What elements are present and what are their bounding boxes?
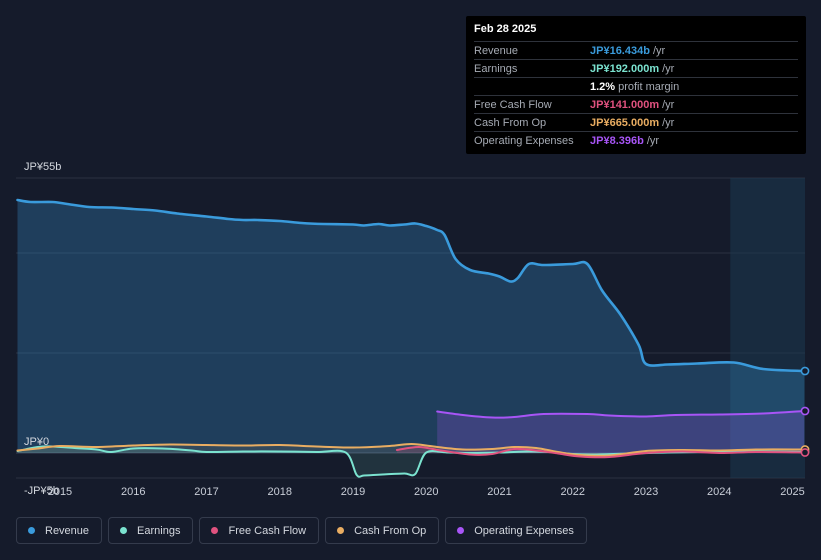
legend-label: Operating Expenses	[474, 524, 574, 537]
revenue-end-marker	[800, 366, 810, 376]
tooltip-row-value: JP¥8.396b	[590, 134, 644, 147]
tooltip-row-unit: /yr	[662, 116, 675, 129]
legend-dot-icon	[457, 527, 465, 534]
legend-label: Earnings	[137, 524, 181, 537]
revenue-area	[17, 200, 805, 453]
legend-item-earnings[interactable]: Earnings	[108, 517, 194, 544]
free-cash-flow-end-marker	[800, 448, 810, 457]
legend-item-cash-from-op[interactable]: Cash From Op	[325, 517, 440, 544]
tooltip-date: Feb 28 2025	[474, 23, 537, 35]
legend-label: Cash From Op	[354, 524, 427, 537]
y-axis-label: JP¥0	[24, 436, 49, 448]
y-axis-label: -JP¥5b	[24, 485, 59, 497]
x-axis-label: 2019	[341, 486, 365, 498]
x-axis-label: 2018	[267, 486, 291, 498]
tooltip-row: Cash From Op JP¥665.000m/yr	[474, 113, 798, 131]
operating-expenses-end-marker	[800, 406, 810, 416]
tooltip-row-label: Cash From Op	[474, 116, 547, 129]
tooltip-row: Revenue JP¥16.434b/yr	[474, 41, 798, 59]
cash-from-op-line	[16, 442, 806, 457]
legend-dot-icon	[28, 527, 35, 534]
operating-expenses-area	[437, 411, 805, 453]
revenue-line	[16, 198, 806, 373]
x-axis-label: 2020	[414, 486, 438, 498]
tooltip-row: 1.2% profit margin	[474, 77, 798, 95]
tooltip-row-value: JP¥141.000m	[590, 98, 660, 111]
tooltip-row-value: 1.2%	[590, 80, 616, 93]
tooltip-row-value: JP¥665.000m	[590, 116, 660, 129]
tooltip-row-label: Earnings	[474, 62, 518, 75]
legend-item-operating-expenses[interactable]: Operating Expenses	[445, 517, 587, 544]
free-cash-flow-line	[395, 445, 806, 459]
legend-dot-icon	[337, 527, 345, 534]
legend-dot-icon	[211, 527, 219, 534]
x-axis-label: 2022	[561, 486, 585, 498]
tooltip-row-unit: /yr	[662, 62, 675, 75]
tooltip-row-value: JP¥16.434b	[590, 44, 650, 57]
legend-label: Revenue	[45, 524, 90, 537]
x-axis-label: 2021	[487, 486, 511, 498]
tooltip-row: Free Cash Flow JP¥141.000m/yr	[474, 95, 798, 113]
chart-legend: Revenue Earnings Free Cash Flow Cash From O…	[16, 517, 587, 544]
forecast-region	[730, 178, 805, 478]
tooltip-row-value: JP¥192.000m	[590, 62, 660, 75]
y-axis-label: JP¥55b	[24, 161, 61, 173]
tooltip-row-unit: /yr	[646, 134, 660, 147]
x-axis-label: 2025	[780, 486, 804, 498]
tooltip-row-unit: /yr	[652, 44, 666, 57]
x-axis-label: 2017	[194, 486, 218, 498]
operating-expenses-line	[436, 410, 806, 419]
tooltip-row: Earnings JP¥192.000m/yr	[474, 59, 798, 77]
tooltip-row-unit: profit margin	[618, 80, 680, 93]
legend-item-revenue[interactable]: Revenue	[16, 517, 103, 544]
legend-item-free-cash-flow[interactable]: Free Cash Flow	[199, 517, 320, 544]
tooltip-row-label: Revenue	[474, 44, 519, 57]
tooltip-row: Operating Expenses JP¥8.396b/yr	[474, 131, 798, 149]
x-axis-label: 2023	[634, 486, 658, 498]
data-tooltip: Feb 28 2025 Revenue JP¥16.434b/yr Earnings…	[466, 16, 806, 154]
tooltip-row-unit: /yr	[662, 98, 675, 111]
x-axis-label: 2015	[48, 486, 72, 498]
x-axis-label: 2016	[121, 486, 145, 498]
tooltip-row-label: Free Cash Flow	[474, 98, 552, 111]
legend-label: Free Cash Flow	[228, 524, 307, 537]
legend-dot-icon	[120, 527, 128, 534]
tooltip-row-label: Operating Expenses	[474, 134, 574, 147]
x-axis-label: 2024	[707, 486, 731, 498]
earnings-line	[16, 445, 806, 478]
